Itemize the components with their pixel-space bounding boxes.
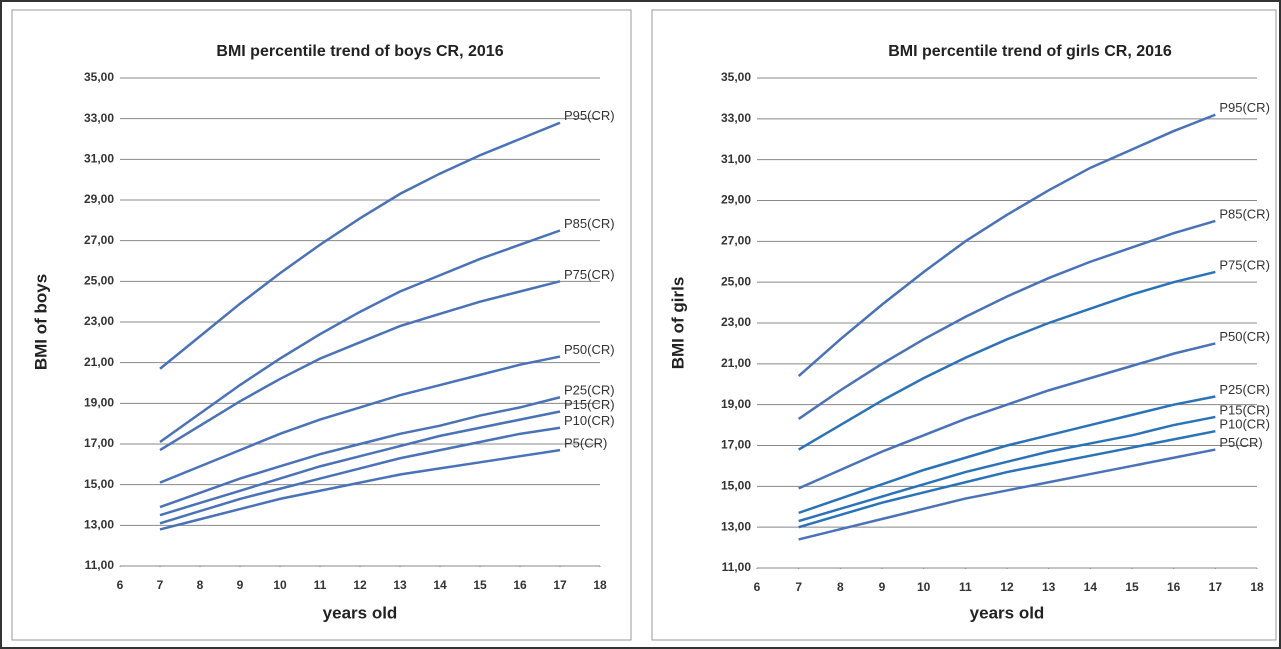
y-tick-label: 21,00 [721, 356, 751, 370]
x-tick-label: 6 [117, 578, 124, 592]
series-label: P50(CR) [564, 342, 615, 357]
series-line [798, 415, 1216, 523]
x-tick-label: 9 [237, 578, 244, 592]
chart-title: BMI percentile trend of girls CR, 2016 [888, 43, 1172, 60]
y-tick-label: 19,00 [721, 397, 751, 411]
series-line [159, 280, 561, 452]
series-label: P15(CR) [564, 397, 615, 412]
y-tick-label: 11,00 [85, 558, 115, 572]
y-tick-label: 17,00 [84, 436, 114, 450]
y-tick-label: 27,00 [84, 233, 114, 247]
x-tick-label: 13 [393, 578, 407, 592]
x-tick-label: 12 [1000, 580, 1014, 594]
x-tick-label: 9 [879, 580, 886, 594]
chart-title: BMI percentile trend of boys CR, 2016 [216, 43, 503, 60]
series-label: P5(CR) [1219, 435, 1262, 450]
series-line [159, 448, 561, 531]
y-tick-label: 13,00 [721, 519, 751, 533]
series-line [159, 121, 561, 370]
x-tick-label: 8 [197, 578, 204, 592]
y-tick-label: 33,00 [84, 111, 114, 125]
y-tick-label: 29,00 [721, 193, 751, 207]
y-tick-label: 27,00 [721, 234, 751, 248]
series-line [159, 229, 561, 443]
series-label: P15(CR) [1219, 402, 1270, 417]
x-tick-label: 7 [157, 578, 164, 592]
x-tick-label: 16 [513, 578, 527, 592]
y-tick-label: 33,00 [721, 111, 751, 125]
x-tick-label: 11 [959, 580, 972, 594]
y-tick-label: 19,00 [84, 396, 114, 410]
y-tick-label: 25,00 [84, 274, 114, 288]
series-label: P95(CR) [564, 108, 615, 123]
y-tick-label: 15,00 [84, 477, 114, 491]
y-tick-label: 35,00 [84, 70, 114, 84]
x-axis-title: years old [323, 603, 398, 622]
series-label: P10(CR) [1219, 417, 1270, 432]
y-tick-label: 29,00 [84, 192, 114, 206]
y-tick-label: 15,00 [721, 479, 751, 493]
y-tick-label: 23,00 [84, 314, 114, 328]
series-line [159, 426, 561, 525]
series-label: P10(CR) [564, 413, 615, 428]
x-tick-label: 18 [593, 578, 607, 592]
y-tick-label: 35,00 [721, 70, 751, 84]
series-label: P75(CR) [1219, 257, 1270, 272]
series-label: P25(CR) [564, 383, 615, 398]
series-label: P50(CR) [1219, 329, 1270, 344]
series-line [798, 395, 1216, 515]
y-axis-title: BMI of boys [31, 274, 50, 370]
x-tick-label: 7 [795, 580, 802, 594]
series-label: P95(CR) [1219, 100, 1270, 115]
x-tick-label: 13 [1042, 580, 1056, 594]
series-line [159, 355, 561, 484]
y-tick-label: 23,00 [721, 315, 751, 329]
series-line [798, 342, 1216, 490]
series-line [159, 396, 561, 509]
x-tick-label: 16 [1167, 580, 1181, 594]
x-axis-title: years old [970, 603, 1045, 622]
x-tick-label: 8 [837, 580, 844, 594]
x-tick-label: 12 [353, 578, 367, 592]
series-label: P5(CR) [564, 436, 607, 451]
x-tick-label: 6 [754, 580, 761, 594]
x-tick-label: 17 [553, 578, 567, 592]
x-tick-label: 14 [433, 578, 447, 592]
x-tick-label: 17 [1209, 580, 1223, 594]
series-label: P85(CR) [564, 216, 615, 231]
series-label: P75(CR) [564, 267, 615, 282]
series-label: P25(CR) [1219, 382, 1270, 397]
y-tick-label: 17,00 [721, 438, 751, 452]
x-tick-label: 15 [473, 578, 487, 592]
y-axis-title: BMI of girls [668, 277, 687, 370]
chart-frame [651, 9, 1277, 641]
series-line [797, 219, 1216, 420]
y-tick-label: 25,00 [721, 274, 751, 288]
series-line [798, 448, 1216, 541]
x-tick-label: 14 [1084, 580, 1098, 594]
y-tick-label: 31,00 [721, 152, 751, 166]
y-tick-label: 31,00 [84, 152, 114, 166]
x-tick-label: 15 [1125, 580, 1139, 594]
chart-frame [11, 9, 632, 641]
series-line [798, 270, 1216, 451]
x-tick-label: 10 [273, 578, 287, 592]
series-line [797, 113, 1216, 378]
y-tick-label: 21,00 [84, 355, 114, 369]
x-tick-label: 18 [1250, 580, 1264, 594]
y-tick-label: 11,00 [722, 560, 752, 574]
series-line [798, 429, 1216, 529]
x-tick-label: 10 [917, 580, 931, 594]
series-label: P85(CR) [1219, 206, 1270, 221]
series-line [159, 410, 561, 517]
y-tick-label: 13,00 [84, 518, 114, 532]
x-tick-label: 11 [314, 578, 327, 592]
